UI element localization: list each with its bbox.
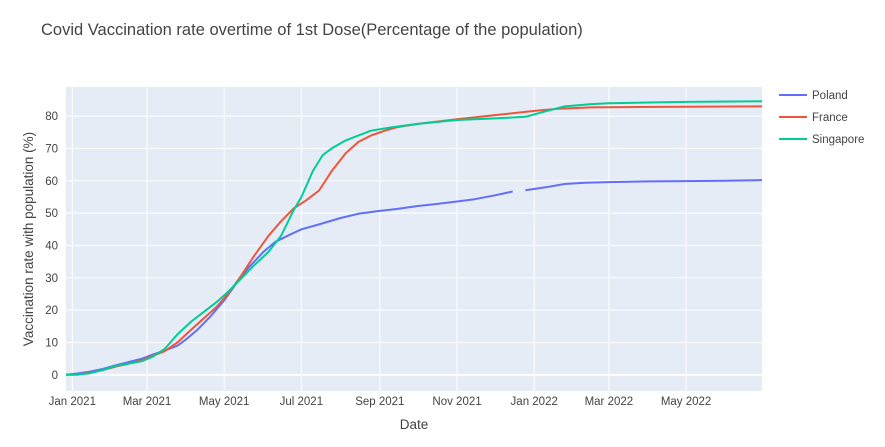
legend[interactable]: Poland France Singapore: [779, 90, 864, 146]
x-gridlines: [71, 87, 687, 391]
x-tick-label: Jan 2022: [511, 396, 558, 408]
x-tick-label: Mar 2021: [123, 396, 172, 408]
legend-item-poland[interactable]: Poland: [779, 90, 848, 102]
y-axis-title: Vaccination rate with population (%): [21, 132, 36, 346]
y-tick-label: 60: [45, 176, 58, 188]
y-tick-label: 40: [45, 240, 58, 252]
x-tick-label: Mar 2022: [585, 396, 634, 408]
y-tick-label: 70: [45, 143, 58, 155]
y-axis-ticks: 0 10 20 30 40 50 60 70 80: [45, 111, 58, 382]
x-tick-label: Jan 2021: [49, 396, 96, 408]
legend-item-singapore[interactable]: Singapore: [779, 134, 864, 146]
y-tick-label: 50: [45, 208, 58, 220]
y-tick-label: 30: [45, 273, 58, 285]
legend-label: Poland: [812, 90, 848, 102]
y-tick-label: 80: [45, 111, 58, 123]
legend-item-france[interactable]: France: [779, 112, 848, 124]
x-tick-label: Sep 2021: [355, 396, 404, 408]
x-tick-label: Nov 2021: [432, 396, 481, 408]
legend-label: France: [812, 112, 848, 124]
chart-title: Covid Vaccination rate overtime of 1st D…: [41, 21, 583, 39]
legend-label: Singapore: [812, 134, 864, 146]
x-axis-title: Date: [400, 417, 429, 432]
series-lines: [65, 100, 763, 376]
plot-area[interactable]: [66, 87, 762, 391]
series-line-poland[interactable]: [65, 179, 763, 376]
y-tick-label: 10: [45, 337, 58, 349]
x-tick-label: May 2021: [199, 396, 250, 408]
y-tick-label: 20: [45, 305, 58, 317]
series-line-singapore[interactable]: [66, 100, 763, 376]
y-tick-label: 0: [52, 370, 58, 382]
x-axis-ticks: Jan 2021 Mar 2021 May 2021 Jul 2021 Sep 2021…: [49, 396, 712, 408]
x-tick-label: Jul 2021: [280, 396, 323, 408]
x-tick-label: May 2022: [661, 396, 712, 408]
